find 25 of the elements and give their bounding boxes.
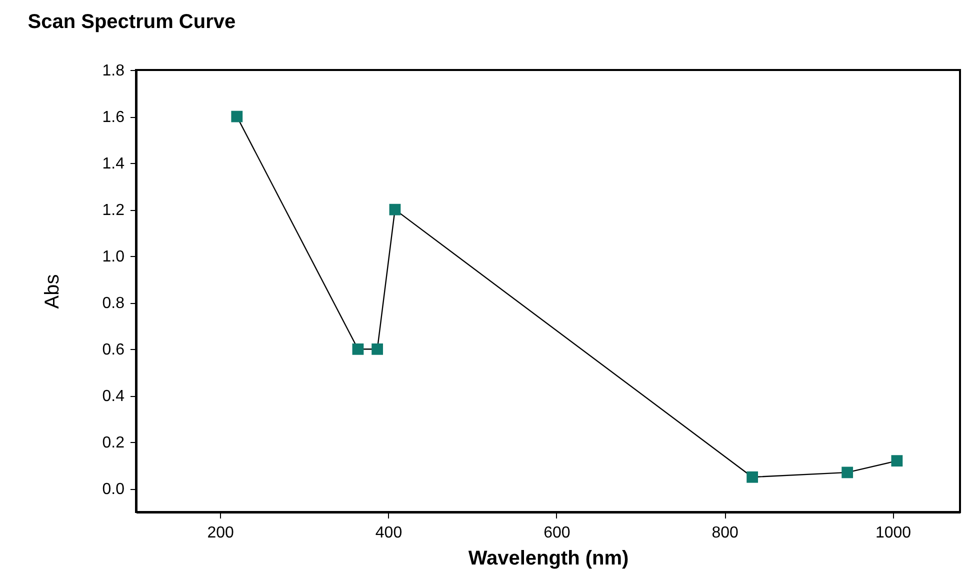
point — [372, 343, 384, 355]
y-tick-label: 0.4 — [102, 388, 125, 406]
x-axis-title: Wavelength (nm) — [468, 548, 629, 570]
x-tick-label: 800 — [712, 524, 739, 542]
x-tick-label: 400 — [375, 524, 402, 542]
chart-title: Scan Spectrum Curve — [28, 11, 236, 33]
y-tick-label: 0.0 — [102, 481, 125, 498]
y-tick-label: 1.6 — [102, 109, 125, 126]
y-axis-title: Abs — [41, 274, 64, 309]
x-tick-label: 1000 — [875, 524, 912, 542]
point — [842, 466, 854, 478]
y-tick-label: 0.2 — [102, 434, 125, 452]
point — [389, 204, 401, 216]
y-tick-label: 1.0 — [102, 248, 125, 266]
y-tick-label: 1.8 — [102, 62, 125, 80]
x-tick-label: 200 — [207, 524, 234, 542]
point — [231, 110, 243, 122]
y-tick-label: 0.8 — [102, 295, 125, 312]
point — [891, 455, 903, 467]
point — [746, 471, 758, 483]
y-tick-label: 0.6 — [102, 342, 125, 359]
point — [352, 343, 364, 355]
y-tick-label: 1.2 — [102, 202, 125, 220]
x-tick-label: 600 — [544, 524, 570, 542]
y-tick-label: 1.4 — [102, 156, 125, 173]
